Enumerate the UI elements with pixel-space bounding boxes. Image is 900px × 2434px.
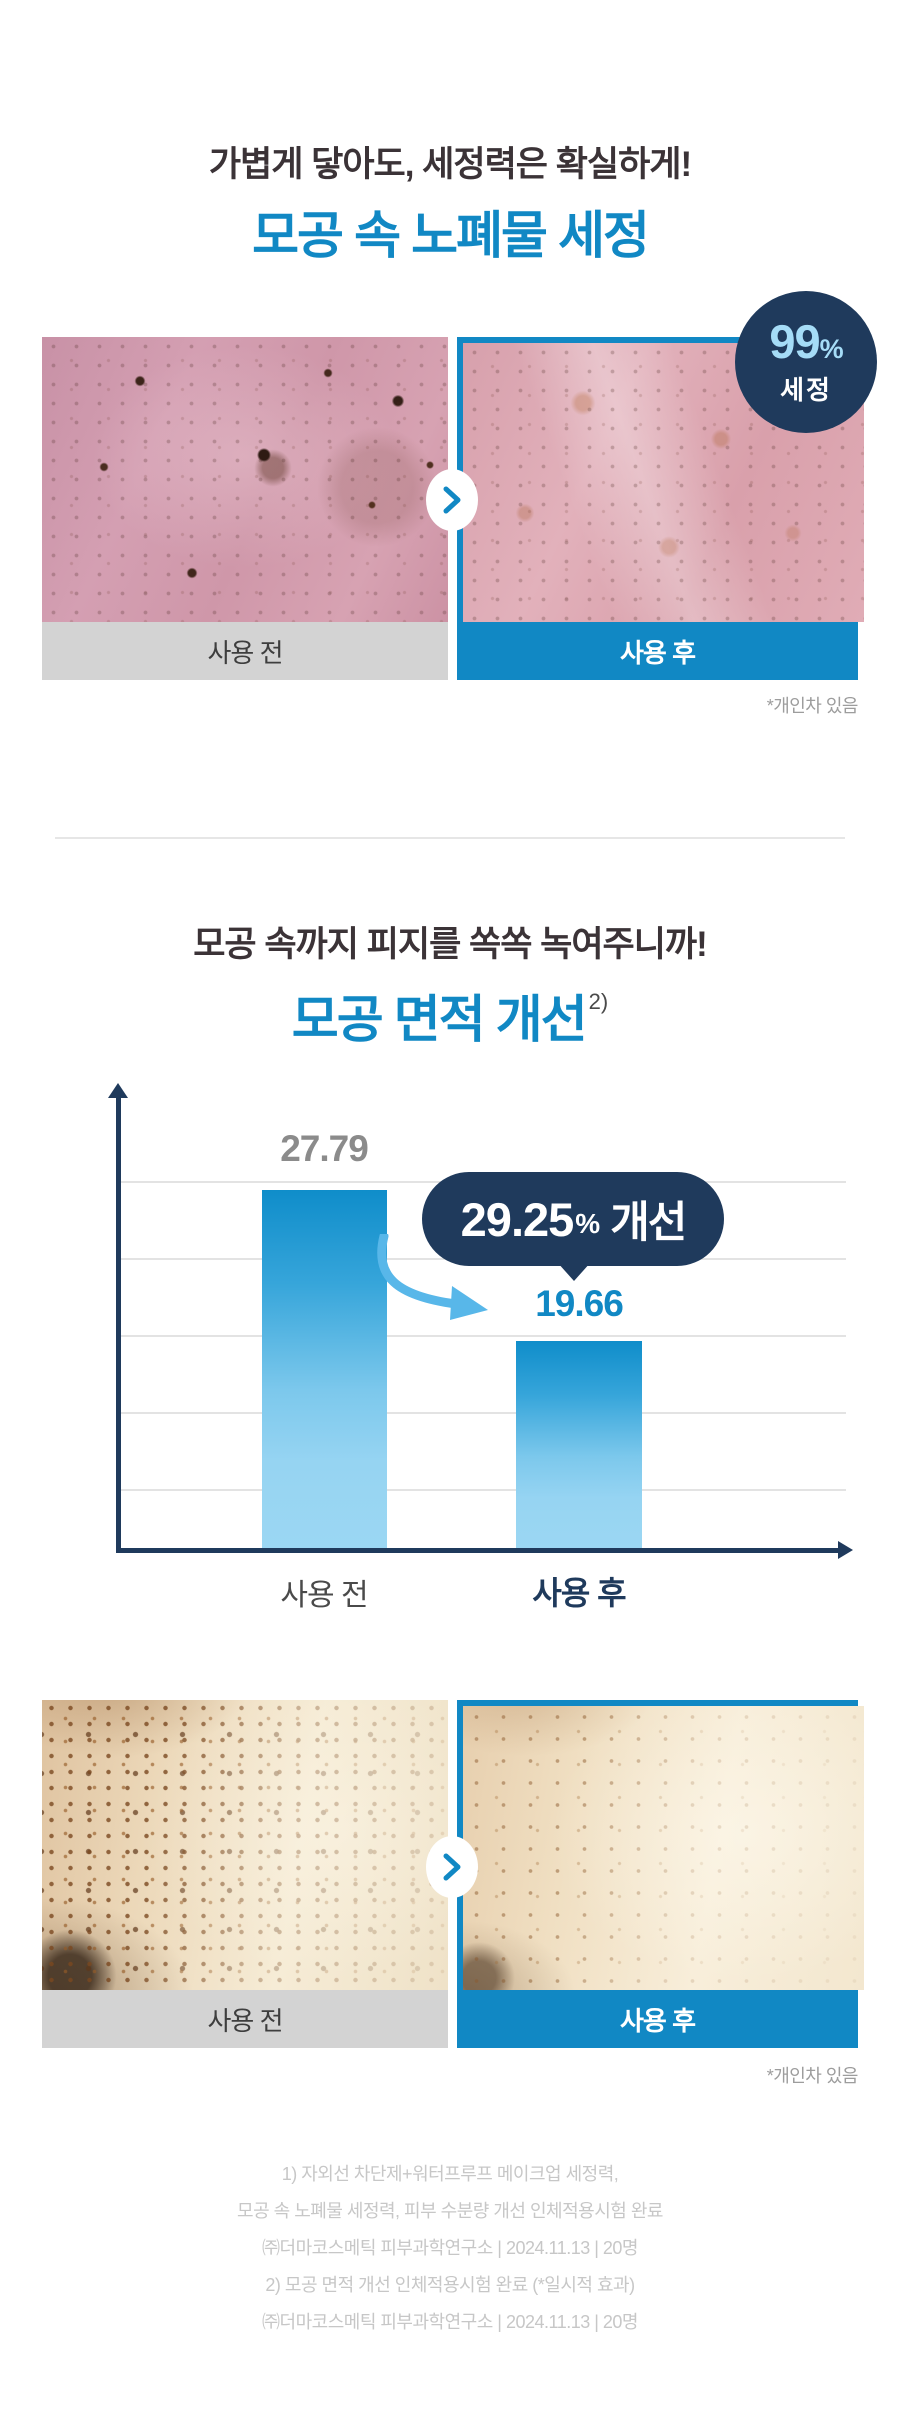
disclaimer-2: *개인차 있음 [766,2066,859,2086]
section2-title-text: 모공 면적 개선 [291,991,588,1048]
chart-x-axis [116,1548,840,1553]
chart-category-before: 사용 전 [280,1579,368,1612]
chevron-right-icon [443,1853,461,1881]
chart-y-axis [116,1096,121,1552]
before-label-bar: 사용 전 [42,1990,448,2048]
bar-before [262,1190,387,1548]
before-after-pair-1: 사용 전 사용 후 [42,337,864,680]
improvement-suffix: 개선 [610,1199,687,1247]
section2-title-footnote-ref: 2) [588,989,609,1014]
footnote-line: 모공 속 노폐물 세정력, 피부 수분량 개선 인체적용시험 완료 [237,2201,663,2221]
section-divider [55,837,845,839]
badge-value: 99 [769,314,820,368]
after-label: 사용 후 [620,2005,696,2036]
after-label-bar: 사용 후 [457,622,858,680]
footnote-line: ㈜더마코스메틱 피부과학연구소 | 2024.11.13 | 20명 [262,2238,638,2258]
curved-arrow-icon [377,1234,488,1320]
chart-gridline [120,1335,846,1337]
improvement-value: 29.25 [460,1192,575,1246]
bar-after-value: 19.66 [535,1283,624,1324]
before-photo-cheek [42,1700,448,1990]
before-photo-skin-closeup [42,337,448,622]
badge-label: 세정 [780,374,832,405]
chart-y-axis-arrowhead [108,1083,128,1098]
improvement-bubble: 29.25% 개선 [422,1172,724,1266]
disclaimer-1: *개인차 있음 [766,696,859,716]
section1-headline: 가볍게 닿아도, 세정력은 확실하게! [208,145,692,184]
before-after-pair-2: 사용 전 사용 후 [42,1700,864,2048]
before-column-1: 사용 전 [42,337,448,680]
footnote-line: 2) 모공 면적 개선 인체적용시험 완료 (*일시적 효과) [265,2275,635,2295]
chart-gridline [120,1412,846,1414]
improvement-bubble-tail [557,1262,591,1281]
before-label-bar: 사용 전 [42,622,448,680]
improvement-percent-sign: % [575,1208,601,1239]
footnote-line: ㈜더마코스메틱 피부과학연구소 | 2024.11.13 | 20명 [262,2312,638,2332]
section2-title: 모공 면적 개선 2) [0,978,900,1052]
chart-gridline [120,1489,846,1491]
after-photo-cheek [463,1706,864,1990]
chevron-right-icon [443,486,461,514]
before-label: 사용 전 [207,637,284,668]
after-label-bar: 사용 후 [457,1990,858,2048]
badge-value-row: 99% [769,314,844,368]
bar-after [516,1341,642,1548]
before-column-2: 사용 전 [42,1700,448,2048]
after-column-2: 사용 후 [457,1700,864,2048]
cleansing-99-percent-badge: 99% 세정 [735,291,877,433]
bar-before-value: 27.79 [280,1128,369,1169]
before-label: 사용 전 [207,2005,284,2036]
section2-headline: 모공 속까지 피지를 쏙쏙 녹여주니까! [193,925,708,964]
after-label: 사용 후 [620,637,696,668]
badge-percent-sign: % [819,333,844,364]
clinical-test-footnotes: 1) 자외선 차단제+워터프루프 메이크업 세정력, 모공 속 노폐물 세정력,… [0,2156,900,2341]
before-after-arrow-circle [426,1836,478,1898]
chart-category-after: 사용 후 [532,1575,626,1611]
before-after-arrow-circle [426,469,478,531]
chart-x-axis-arrowhead [838,1541,853,1559]
footnote-line: 1) 자외선 차단제+워터프루프 메이크업 세정력, [281,2164,619,2184]
section1-title: 모공 속 노폐물 세정 [252,207,650,264]
